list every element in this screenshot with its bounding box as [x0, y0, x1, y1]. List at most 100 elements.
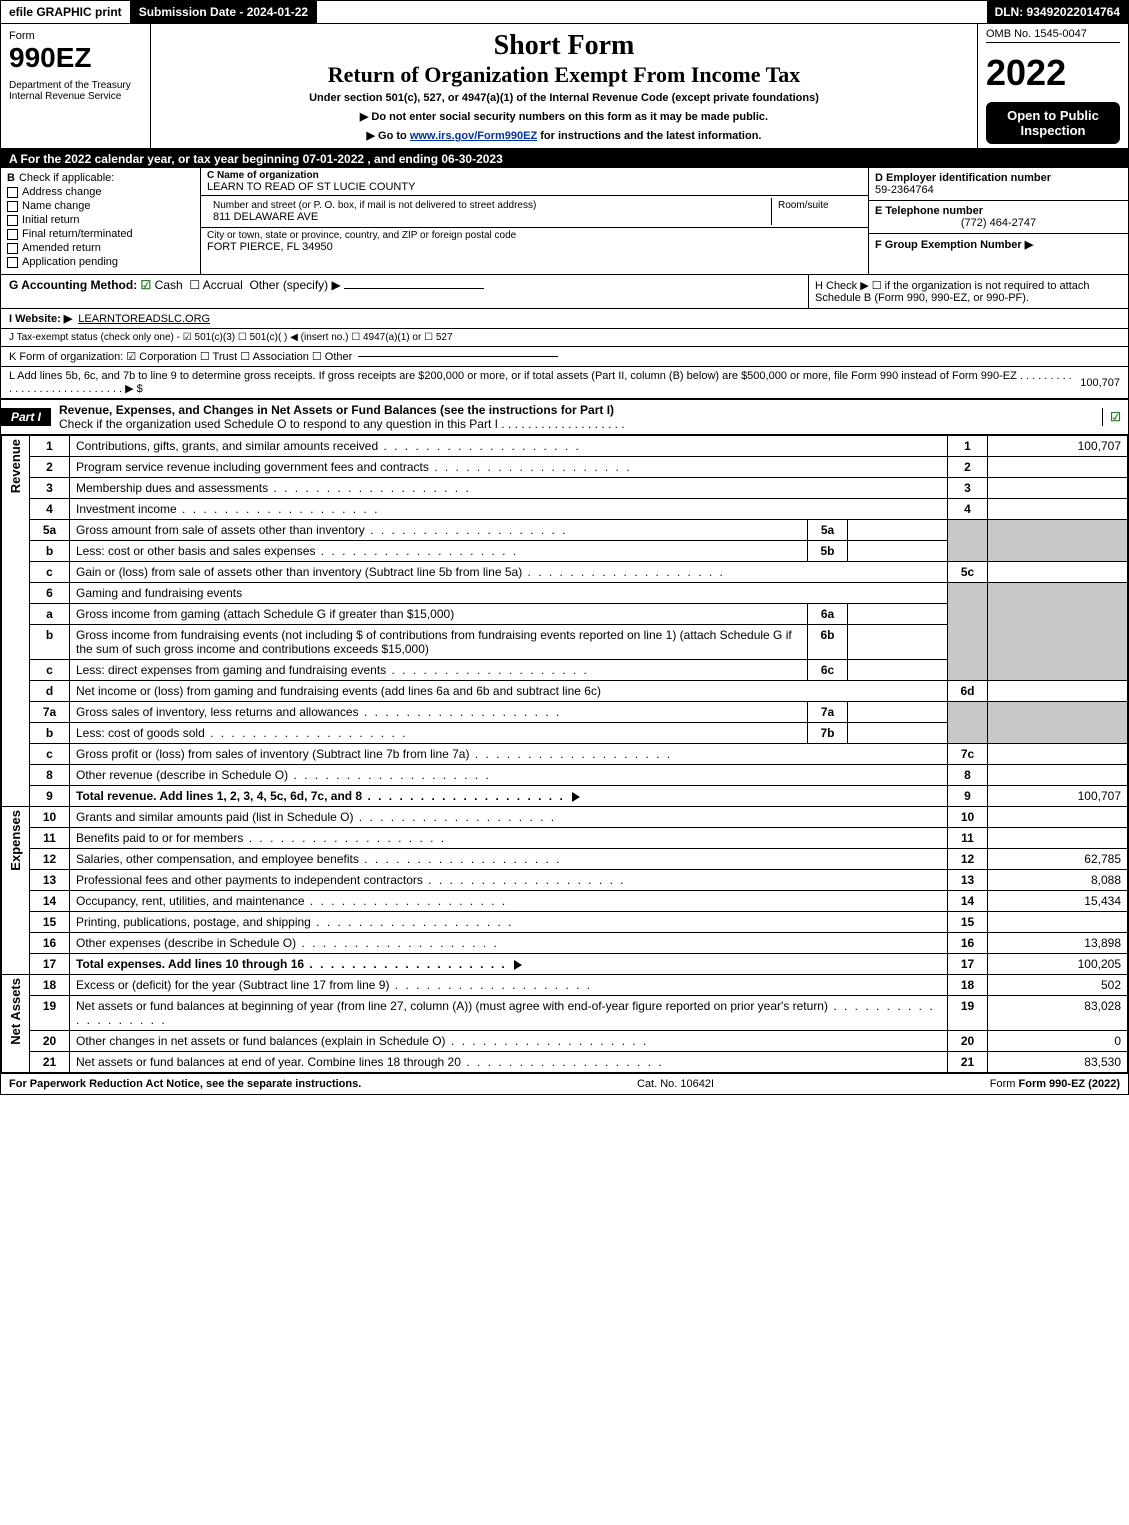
ssn-warning: ▶ Do not enter social security numbers o… — [159, 110, 969, 123]
chk-amended-return[interactable] — [7, 243, 18, 254]
ln6c-miniamt — [848, 660, 948, 681]
ln9-num: 9 — [30, 786, 70, 807]
b-checkbox-list: Address change Name change Initial retur… — [7, 186, 194, 268]
ln19-amt: 83,028 — [988, 996, 1128, 1031]
section-b: BCheck if applicable: Address change Nam… — [1, 168, 201, 274]
ln5b-mini: 5b — [808, 541, 848, 562]
k-text: K Form of organization: ☑ Corporation ☐ … — [9, 350, 352, 363]
ln12-amt: 62,785 — [988, 849, 1128, 870]
arrow-icon — [514, 960, 522, 970]
ln4-ref: 4 — [948, 499, 988, 520]
part-i-title-block: Revenue, Expenses, and Changes in Net As… — [51, 400, 1102, 434]
c-city-label: City or town, state or province, country… — [207, 230, 862, 241]
short-form-title: Short Form — [159, 30, 969, 62]
ln21-amt: 83,530 — [988, 1052, 1128, 1073]
goto-pre: ▶ Go to — [367, 130, 410, 142]
part-i-table: Revenue 1 Contributions, gifts, grants, … — [1, 435, 1128, 1073]
header-left: Form 990EZ Department of the Treasury In… — [1, 24, 151, 148]
identification-block: BCheck if applicable: Address change Nam… — [1, 168, 1128, 275]
ln4-amt — [988, 499, 1128, 520]
ln17-desc: Total expenses. Add lines 10 through 16 — [70, 954, 948, 975]
ln6b-num: b — [30, 625, 70, 660]
ln18-num: 18 — [30, 975, 70, 996]
ln6b-miniamt — [848, 625, 948, 660]
ln7c-desc: Gross profit or (loss) from sales of inv… — [70, 744, 948, 765]
website-value: LEARNTOREADSLC.ORG — [78, 313, 210, 325]
g-other: Other (specify) ▶ — [249, 278, 340, 292]
ln6d-num: d — [30, 681, 70, 702]
g-cash: Cash — [155, 278, 183, 292]
footer-right: Form Form 990-EZ (2022) — [990, 1078, 1120, 1090]
l-amount: 100,707 — [1080, 377, 1120, 389]
ln5c-desc: Gain or (loss) from sale of assets other… — [70, 562, 948, 583]
g-accrual: Accrual — [203, 278, 243, 292]
form-number: 990EZ — [9, 42, 142, 74]
ln7a-mini: 7a — [808, 702, 848, 723]
section-c: C Name of organization LEARN TO READ OF … — [201, 168, 868, 274]
ln7b-num: b — [30, 723, 70, 744]
ln8-amt — [988, 765, 1128, 786]
ln10-num: 10 — [30, 807, 70, 828]
ln5c-ref: 5c — [948, 562, 988, 583]
part-i-header: Part I Revenue, Expenses, and Changes in… — [1, 399, 1128, 435]
ln13-desc: Professional fees and other payments to … — [70, 870, 948, 891]
ln5a-desc: Gross amount from sale of assets other t… — [70, 520, 808, 541]
org-street: 811 DELAWARE AVE — [213, 211, 765, 223]
chk-application-pending[interactable] — [7, 257, 18, 268]
ln16-num: 16 — [30, 933, 70, 954]
ln15-amt — [988, 912, 1128, 933]
part-i-badge: Part I — [1, 408, 51, 426]
ln17-ref: 17 — [948, 954, 988, 975]
ln12-num: 12 — [30, 849, 70, 870]
ln7b-miniamt — [848, 723, 948, 744]
ln9-desc: Total revenue. Add lines 1, 2, 3, 4, 5c,… — [70, 786, 948, 807]
irs-link[interactable]: www.irs.gov/Form990EZ — [410, 130, 537, 142]
revenue-side-label: Revenue — [2, 436, 30, 807]
spacer — [317, 1, 986, 23]
goto-line: ▶ Go to www.irs.gov/Form990EZ for instru… — [159, 129, 969, 142]
ln1-desc: Contributions, gifts, grants, and simila… — [70, 436, 948, 457]
check-icon: ☑ — [141, 278, 152, 292]
under-section-text: Under section 501(c), 527, or 4947(a)(1)… — [159, 92, 969, 104]
ln2-ref: 2 — [948, 457, 988, 478]
department-label: Department of the Treasury Internal Reve… — [9, 80, 142, 102]
grey-5-amt — [988, 520, 1128, 562]
row-j: J Tax-exempt status (check only one) - ☑… — [1, 329, 1128, 347]
c-name-label: C Name of organization — [207, 170, 862, 181]
ln7c-num: c — [30, 744, 70, 765]
ln5a-num: 5a — [30, 520, 70, 541]
ln20-ref: 20 — [948, 1031, 988, 1052]
ln16-ref: 16 — [948, 933, 988, 954]
ln6a-miniamt — [848, 604, 948, 625]
chk-name-change[interactable] — [7, 201, 18, 212]
ln12-desc: Salaries, other compensation, and employ… — [70, 849, 948, 870]
b-item-0: Address change — [22, 186, 102, 198]
b-item-2: Initial return — [22, 214, 79, 226]
ln6b-mini: 6b — [808, 625, 848, 660]
footer-left: For Paperwork Reduction Act Notice, see … — [9, 1078, 361, 1090]
section-def: D Employer identification number 59-2364… — [868, 168, 1128, 274]
ln15-ref: 15 — [948, 912, 988, 933]
ln16-desc: Other expenses (describe in Schedule O) — [70, 933, 948, 954]
part-i-schedule-o-checkbox[interactable]: ☑ — [1102, 408, 1128, 426]
chk-final-return[interactable] — [7, 229, 18, 240]
ln8-ref: 8 — [948, 765, 988, 786]
ln2-amt — [988, 457, 1128, 478]
ln11-ref: 11 — [948, 828, 988, 849]
return-title: Return of Organization Exempt From Incom… — [159, 62, 969, 88]
form-990ez: efile GRAPHIC print Submission Date - 20… — [0, 0, 1129, 1095]
section-g: G Accounting Method: ☑ Cash ☐ Accrual Ot… — [1, 275, 808, 308]
ln6c-mini: 6c — [808, 660, 848, 681]
submission-date-cell: Submission Date - 2024-01-22 — [131, 1, 317, 23]
ln6c-num: c — [30, 660, 70, 681]
ln19-ref: 19 — [948, 996, 988, 1031]
dln-cell: DLN: 93492022014764 — [987, 1, 1128, 23]
ln7c-amt — [988, 744, 1128, 765]
chk-initial-return[interactable] — [7, 215, 18, 226]
ln13-amt: 8,088 — [988, 870, 1128, 891]
chk-address-change[interactable] — [7, 187, 18, 198]
form-header: Form 990EZ Department of the Treasury In… — [1, 24, 1128, 150]
ln3-amt — [988, 478, 1128, 499]
ln14-amt: 15,434 — [988, 891, 1128, 912]
row-a-tax-year: A For the 2022 calendar year, or tax yea… — [1, 150, 1128, 168]
